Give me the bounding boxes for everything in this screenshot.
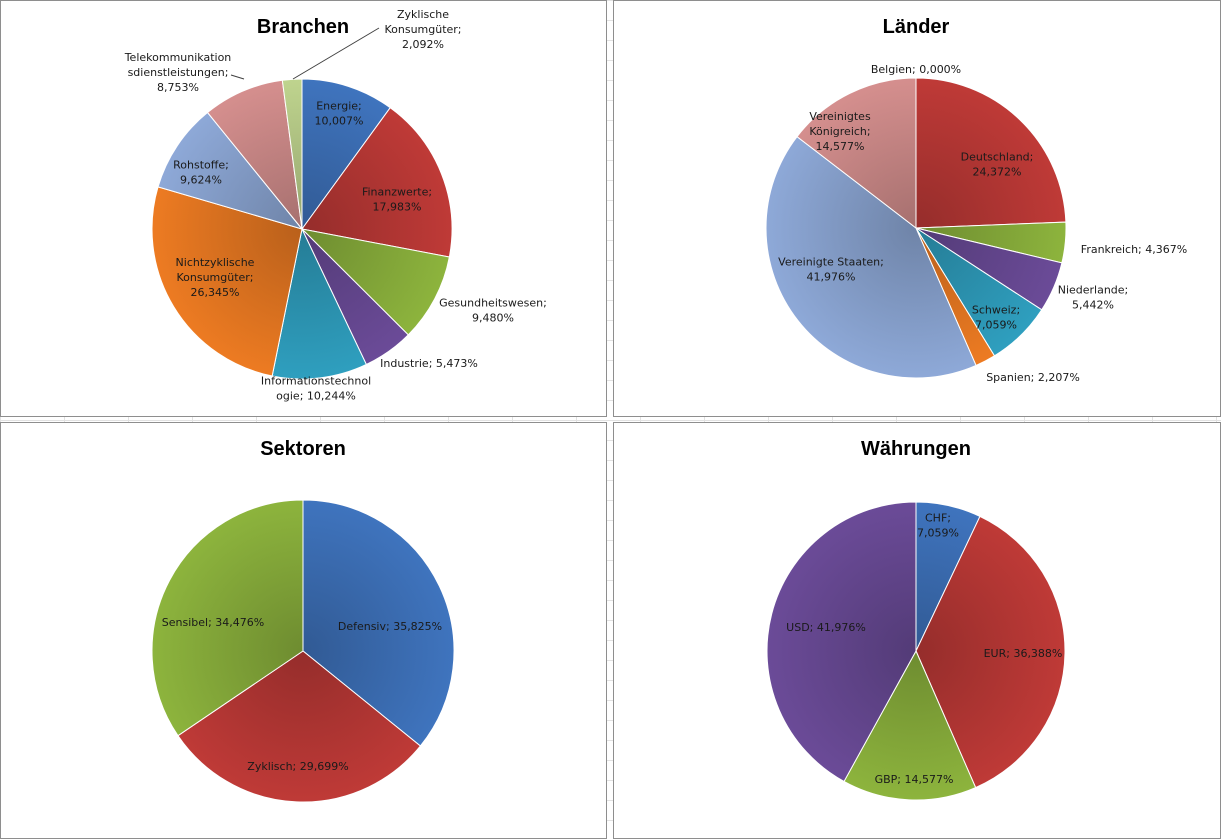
- pie-slice-laender-7[interactable]: [796, 77, 917, 230]
- data-label-line: Industrie; 5,473%: [380, 357, 478, 370]
- pie-chart-waehrungen: CHF; 7,059% EUR; 36,388% GBP; 14,577% USD; 4…: [766, 438, 1066, 801]
- data-label-sektoren-1: Zyklisch; 29,699%: [247, 760, 348, 773]
- data-label-line: Informationstechnol: [261, 375, 371, 388]
- data-label-sektoren-2: Sensibel; 34,476%: [162, 616, 264, 629]
- data-label-laender-1: Deutschland; 24,372%: [961, 151, 1034, 179]
- data-label-branchen-0: Energie; 10,007%: [315, 100, 364, 128]
- data-label-line: Spanien; 2,207%: [986, 371, 1080, 384]
- data-label-line: Nichtzyklische: [176, 256, 255, 269]
- data-label-line: 5,442%: [1072, 299, 1114, 312]
- data-label-line: Königreich;: [809, 125, 870, 138]
- data-label-line: USD; 41,976%: [786, 621, 866, 634]
- data-label-branchen-1: Finanzwerte; 17,983%: [362, 186, 432, 214]
- data-label-line: CHF;: [925, 512, 951, 525]
- data-label-line: sdienstleistungen;: [128, 66, 229, 79]
- data-label-laender-3: Niederlande; 5,442%: [1058, 284, 1129, 312]
- pie-slice-branchen-2[interactable]: [300, 228, 450, 336]
- data-label-branchen-7: Telekommunikation sdienstleistungen; 8,753…: [124, 51, 232, 94]
- data-label-laender-7: Vereinigtes Königreich; 14,577%: [809, 110, 871, 153]
- chart-sektoren[interactable]: Defensiv; 35,825% Zyklisch; 29,699% Sensib…: [0, 422, 607, 839]
- data-label-line: EUR; 36,388%: [984, 647, 1063, 660]
- data-label-line: 9,480%: [472, 312, 514, 325]
- data-label-line: GBP; 14,577%: [875, 773, 954, 786]
- data-label-waehrungen-2: GBP; 14,577%: [875, 773, 954, 786]
- data-label-line: Vereinigte Staaten;: [778, 256, 884, 269]
- pie-slice-sektoren-2[interactable]: [151, 499, 304, 737]
- pie-slice-waehrungen-3[interactable]: [766, 501, 917, 783]
- data-label-line: 8,753%: [157, 81, 199, 94]
- pie-slice-branchen-6[interactable]: [157, 111, 304, 230]
- leader-line-branchen-8: [292, 27, 380, 80]
- data-label-line: Deutschland;: [961, 151, 1034, 164]
- pie-chart-sektoren: Defensiv; 35,825% Zyklisch; 29,699% Sensib…: [151, 438, 455, 803]
- data-label-line: Konsumgüter;: [176, 271, 253, 284]
- data-label-line: Energie;: [316, 100, 362, 113]
- pie-slice-branchen-8[interactable]: [281, 78, 303, 230]
- pie-slice-branchen-5[interactable]: [151, 186, 303, 377]
- data-label-branchen-6: Rohstoffe; 9,624%: [173, 159, 229, 187]
- pie-slice-branchen-7[interactable]: [206, 79, 303, 231]
- data-label-laender-4: Schweiz; 7,059%: [972, 304, 1020, 332]
- chart-title-laender: Länder: [883, 16, 950, 38]
- data-label-line: 26,345%: [191, 286, 240, 299]
- data-label-line: 24,372%: [973, 166, 1022, 179]
- data-label-line: 7,059%: [975, 319, 1017, 332]
- data-label-line: ogie; 10,244%: [276, 390, 356, 403]
- data-label-line: Finanzwerte;: [362, 186, 432, 199]
- data-label-line: 17,983%: [373, 201, 422, 214]
- pie-slice-laender-1[interactable]: [915, 77, 1067, 229]
- pie-slice-waehrungen-1[interactable]: [915, 515, 1066, 789]
- data-label-line: Vereinigtes: [809, 110, 871, 123]
- data-label-line: Defensiv; 35,825%: [338, 620, 442, 633]
- data-label-waehrungen-3: USD; 41,976%: [786, 621, 866, 634]
- data-label-line: 2,092%: [402, 38, 444, 51]
- data-label-line: 9,624%: [180, 174, 222, 187]
- data-label-branchen-2: Gesundheitswesen; 9,480%: [439, 297, 547, 325]
- data-label-line: 14,577%: [816, 140, 865, 153]
- pie-slice-waehrungen-2[interactable]: [843, 649, 977, 801]
- data-label-waehrungen-0: CHF; 7,059%: [917, 512, 959, 540]
- data-label-line: Sensibel; 34,476%: [162, 616, 264, 629]
- data-label-line: 7,059%: [917, 527, 959, 540]
- data-label-laender-6: Vereinigte Staaten; 41,976%: [778, 256, 884, 284]
- data-label-line: Konsumgüter;: [384, 23, 461, 36]
- chart-branchen[interactable]: Energie; 10,007% Finanzwerte; 17,983% Gesund…: [0, 0, 607, 417]
- data-label-laender-2: Frankreich; 4,367%: [1081, 243, 1187, 256]
- data-label-branchen-3: Industrie; 5,473%: [380, 357, 478, 370]
- data-label-line: Niederlande;: [1058, 284, 1129, 297]
- data-label-line: Rohstoffe;: [173, 159, 229, 172]
- pie-chart-laender: Belgien; 0,000% Deutschland; 24,372% Frankr…: [765, 16, 1187, 384]
- data-label-sektoren-0: Defensiv; 35,825%: [338, 620, 442, 633]
- data-label-line: Gesundheitswesen;: [439, 297, 547, 310]
- data-label-line: Schweiz;: [972, 304, 1020, 317]
- chart-laender[interactable]: Belgien; 0,000% Deutschland; 24,372% Frankr…: [613, 0, 1221, 417]
- data-label-line: Belgien; 0,000%: [871, 63, 961, 76]
- data-label-line: 10,007%: [315, 115, 364, 128]
- data-label-line: Zyklische: [397, 8, 449, 21]
- chart-title-sektoren: Sektoren: [260, 438, 346, 460]
- data-label-branchen-4: Informationstechnol ogie; 10,244%: [261, 375, 371, 403]
- chart-waehrungen[interactable]: CHF; 7,059% EUR; 36,388% GBP; 14,577% USD; 4…: [613, 422, 1221, 839]
- pie-slice-sektoren-0[interactable]: [302, 499, 455, 747]
- pie-slice-sektoren-1[interactable]: [177, 650, 422, 803]
- data-label-waehrungen-1: EUR; 36,388%: [984, 647, 1063, 660]
- data-label-branchen-5: Nichtzyklische Konsumgüter; 26,345%: [176, 256, 255, 299]
- data-label-laender-0: Belgien; 0,000%: [871, 63, 961, 76]
- pie-slice-branchen-0[interactable]: [301, 78, 391, 231]
- data-label-branchen-8: Zyklische Konsumgüter; 2,092%: [384, 8, 461, 51]
- data-label-line: Telekommunikation: [124, 51, 232, 64]
- pie-slice-branchen-4[interactable]: [271, 227, 368, 380]
- data-label-line: 41,976%: [807, 271, 856, 284]
- chart-title-waehrungen: Währungen: [861, 438, 971, 460]
- chart-title-branchen: Branchen: [257, 16, 349, 38]
- leader-line-branchen-7: [230, 74, 245, 80]
- data-label-laender-5: Spanien; 2,207%: [986, 371, 1080, 384]
- data-label-line: Frankreich; 4,367%: [1081, 243, 1187, 256]
- pie-slice-laender-6[interactable]: [765, 135, 977, 379]
- pie-slice-branchen-1[interactable]: [301, 106, 453, 258]
- data-label-line: Zyklisch; 29,699%: [247, 760, 348, 773]
- pie-chart-branchen: Energie; 10,007% Finanzwerte; 17,983% Gesund…: [124, 8, 547, 403]
